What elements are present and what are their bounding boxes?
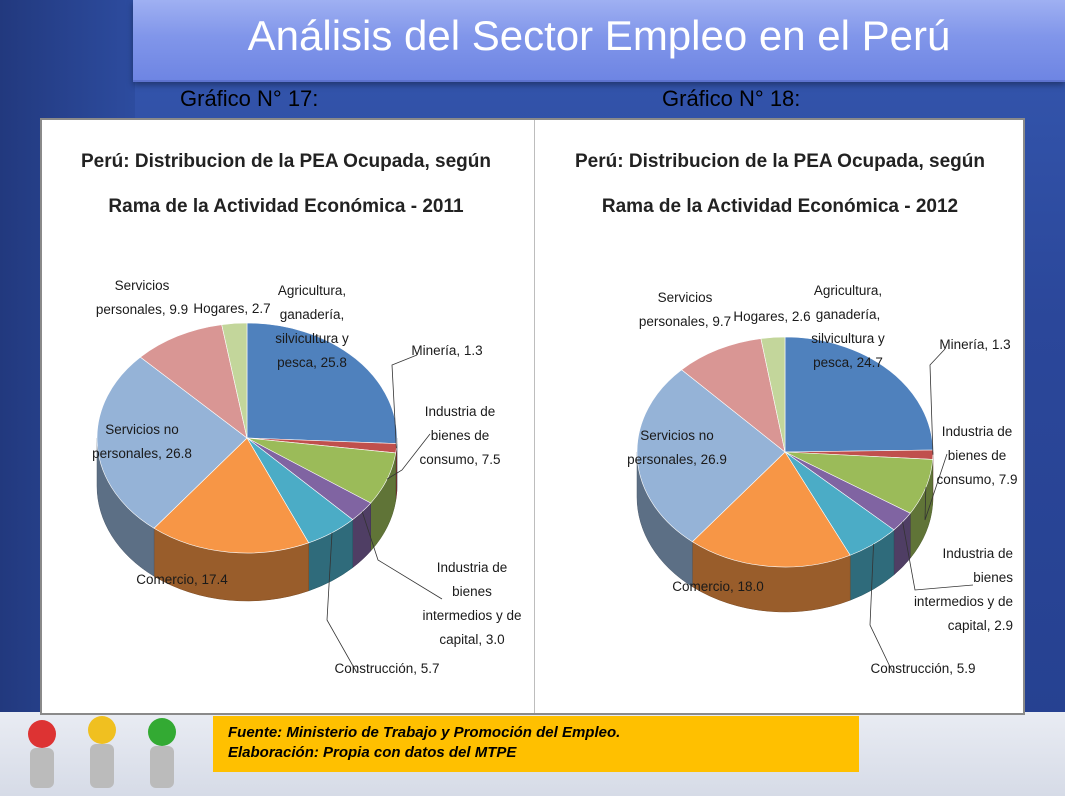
- title-bar: Análisis del Sector Empleo en el Perú: [133, 0, 1065, 82]
- slice-label-mineria: Minería, 1.3: [411, 343, 482, 358]
- pie-slice-agricultura: [246, 322, 398, 444]
- pie-slice-comercio: [153, 437, 310, 554]
- decorative-figures-icon: [28, 716, 176, 788]
- leader-line-construccion: [869, 544, 894, 674]
- leader-line-construccion: [326, 532, 358, 674]
- pie-slice-comercio: [691, 451, 851, 568]
- pie-slice-hogares: [221, 322, 248, 439]
- slice-label-agricultura: Agricultura, ganadería, silvicultura y pesc…: [275, 283, 349, 370]
- slice-label-agricultura: Agricultura, ganadería, silvicultura y pesc…: [811, 283, 885, 370]
- leader-line-mineria: [929, 348, 946, 455]
- slice-label-comercio: Comercio, 17.4: [136, 572, 228, 587]
- source-line-1: Fuente: Ministerio de Trabajo y Promoció…: [228, 724, 621, 741]
- leader-line-industria_consumo: [386, 433, 431, 480]
- slice-label-construccion: Construcción, 5.7: [334, 661, 439, 676]
- page-title: Análisis del Sector Empleo en el Perú: [247, 12, 951, 59]
- slice-label-hogares: Hogares, 2.6: [733, 309, 810, 324]
- slice-label-industria_intermedios: Industria de bienes intermedios y de capita…: [422, 560, 521, 647]
- pie-chart-2012: Perú: Distribucion de la PEA Ocupada, se…: [575, 151, 1018, 676]
- pie-slice-servicios_no_personales: [636, 369, 786, 543]
- leader-line-mineria: [391, 354, 418, 449]
- leader-line-industria_intermedios: [902, 521, 974, 591]
- pie-slice-hogares: [760, 336, 786, 453]
- chart-title-line: Rama de la Actividad Económica - 2012: [602, 196, 958, 217]
- slice-label-industria_intermedios: Industria de bienes intermedios y de capita…: [914, 546, 1013, 633]
- slice-label-industria_consumo: Industria de bienes de consumo, 7.5: [419, 404, 500, 467]
- slice-label-servicios_personales: Servicios personales, 9.9: [96, 278, 188, 317]
- slice-label-industria_consumo: Industria de bienes de consumo, 7.9: [936, 424, 1017, 487]
- chart-divider: [534, 120, 535, 713]
- chart-title-line: Rama de la Actividad Económica - 2011: [108, 196, 464, 217]
- source-note: Fuente: Ministerio de Trabajo y Promoció…: [213, 716, 859, 772]
- chart-title-line: Perú: Distribucion de la PEA Ocupada, se…: [81, 151, 491, 172]
- pie-chart-2011: Perú: Distribucion de la PEA Ocupada, se…: [81, 151, 522, 676]
- pie-slice-servicios_personales: [139, 324, 248, 439]
- slice-label-servicios_no_personales: Servicios no personales, 26.9: [627, 428, 727, 467]
- slice-label-servicios_personales: Servicios personales, 9.7: [639, 290, 731, 329]
- leader-line-industria_intermedios: [361, 511, 443, 600]
- pie-slice-servicios_personales: [681, 338, 786, 453]
- slice-label-mineria: Minería, 1.3: [939, 337, 1010, 352]
- chart-title-line: Perú: Distribucion de la PEA Ocupada, se…: [575, 151, 985, 172]
- charts-panel: Perú: Distribucion de la PEA Ocupada, se…: [40, 118, 1025, 715]
- source-line-2: Elaboración: Propia con datos del MTPE: [228, 744, 517, 761]
- chart-label-left: Gráfico N° 17:: [180, 86, 319, 111]
- slice-label-construccion: Construcción, 5.9: [870, 661, 975, 676]
- slice-label-servicios_no_personales: Servicios no personales, 26.8: [92, 422, 192, 461]
- pie-slice-agricultura: [784, 336, 934, 453]
- chart-label-right: Gráfico N° 18:: [662, 86, 801, 111]
- slice-label-hogares: Hogares, 2.7: [193, 301, 270, 316]
- pie-slice-servicios_no_personales: [96, 356, 248, 529]
- leader-line-industria_consumo: [924, 453, 948, 521]
- slice-label-comercio: Comercio, 18.0: [672, 579, 764, 594]
